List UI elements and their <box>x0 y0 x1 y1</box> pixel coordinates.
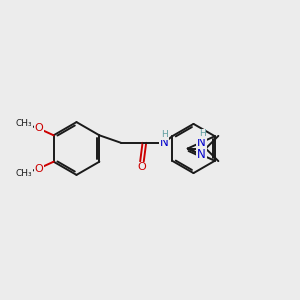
Text: O: O <box>34 123 43 134</box>
Text: N: N <box>197 148 206 161</box>
Text: N: N <box>160 136 169 149</box>
Text: H: H <box>161 130 167 139</box>
Text: CH₃: CH₃ <box>15 119 32 128</box>
Text: O: O <box>138 162 146 172</box>
Text: N: N <box>197 136 206 149</box>
Text: O: O <box>34 164 43 174</box>
Text: H: H <box>199 129 206 138</box>
Text: CH₃: CH₃ <box>15 169 32 178</box>
